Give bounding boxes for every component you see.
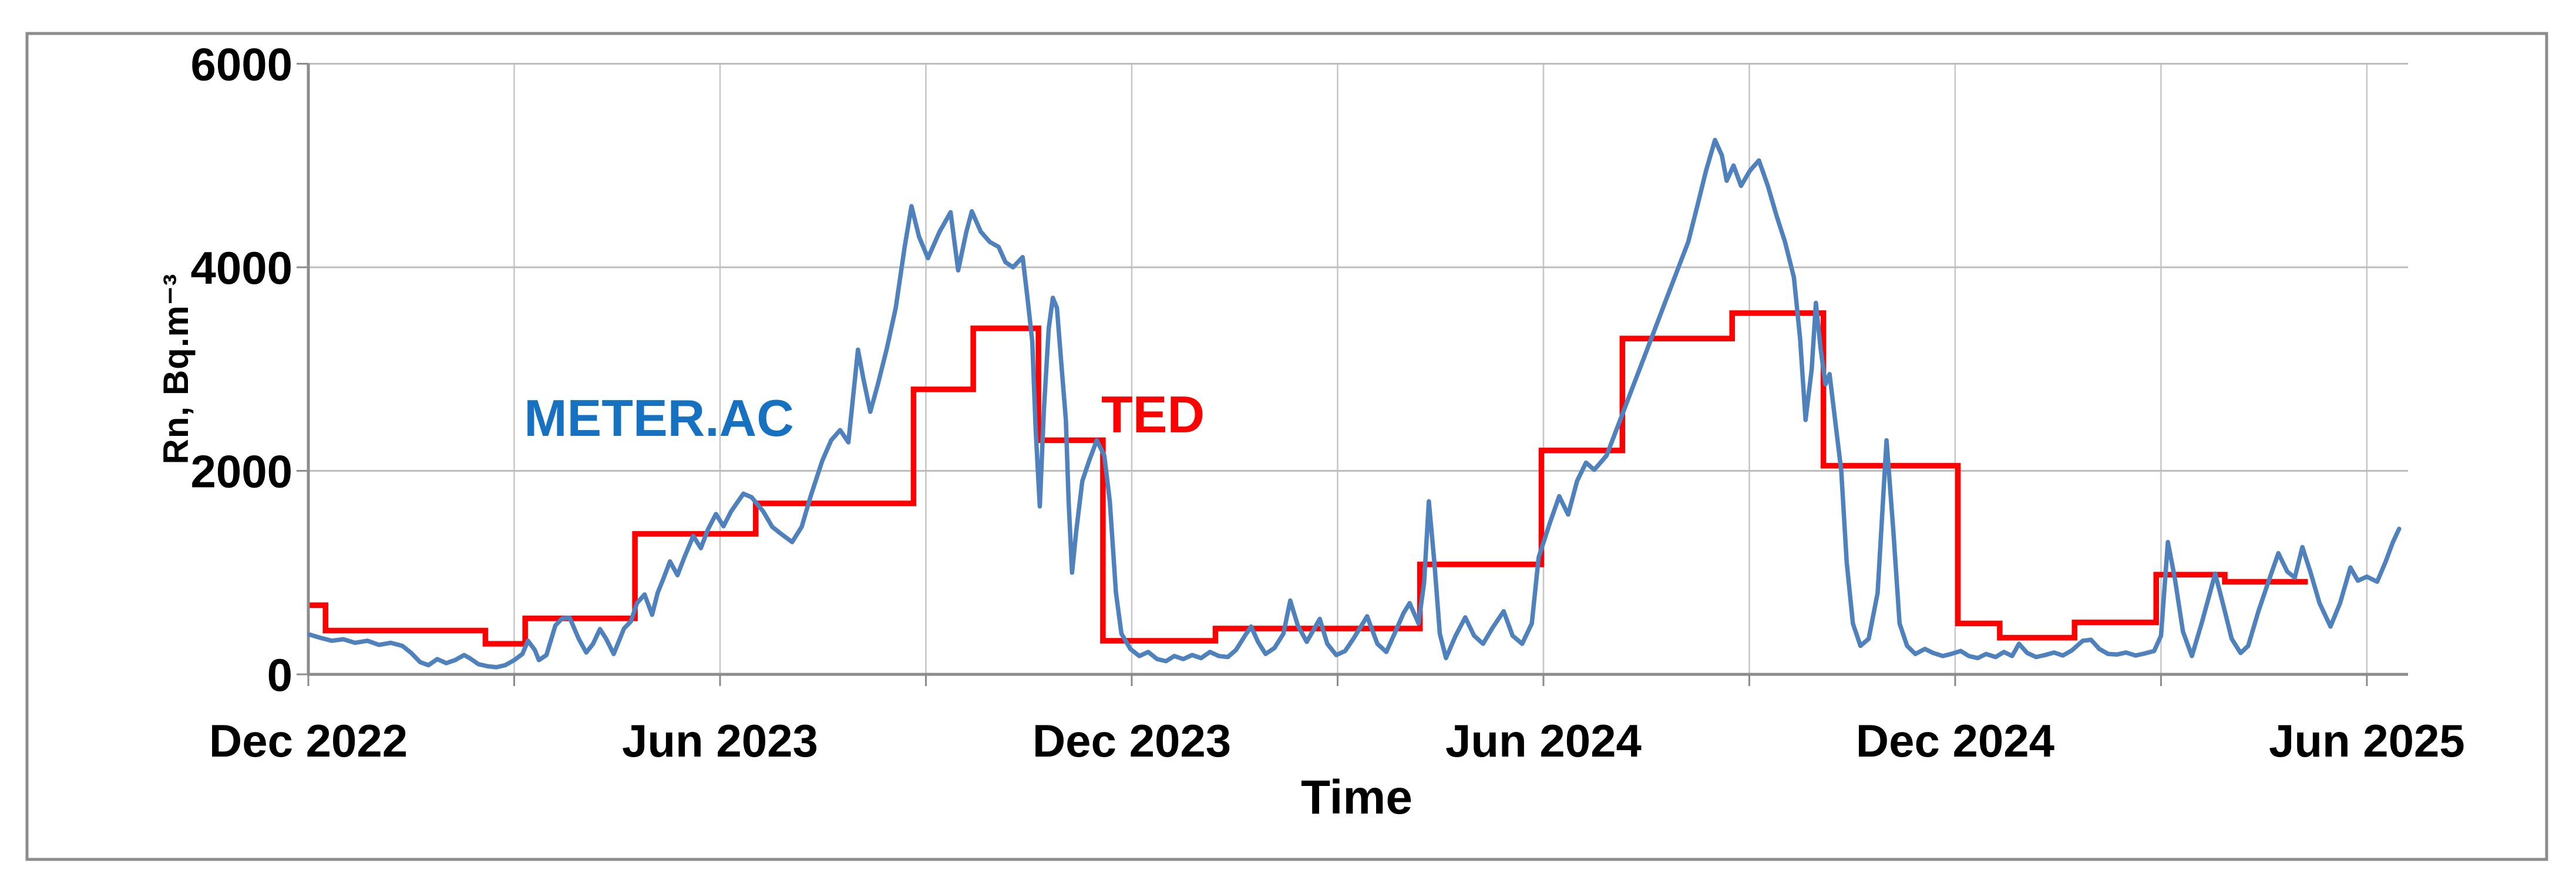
axis-ticks: Dec 2022 Jun 2023 Dec 2023 Jun 2024 Dec 2024… (190, 39, 2464, 767)
y-tick-label: 0 (267, 649, 292, 701)
y-tick-label: 4000 (190, 242, 292, 294)
gridlines (308, 63, 2408, 674)
figure-border (25, 32, 2548, 861)
series-ted-line (310, 310, 2308, 647)
y-tick-label: 2000 (190, 446, 292, 498)
x-axis-title: Time (1301, 771, 1413, 824)
y-tick-label: 6000 (190, 39, 292, 90)
x-tick-label: Jun 2023 (622, 715, 818, 767)
x-tick-label: Dec 2022 (209, 715, 408, 767)
x-tick-label: Jun 2025 (2269, 715, 2465, 767)
series-label-ted: TED (1101, 385, 1205, 444)
x-tick-label: Dec 2023 (1033, 715, 1231, 767)
x-tick-label: Dec 2024 (1856, 715, 2054, 767)
y-axis-title: Rn, Bq.m⁻³ (156, 273, 196, 465)
series-meter-ac-line (307, 137, 2402, 670)
x-tick-label: Jun 2024 (1445, 715, 1642, 767)
series-label-meter-ac: METER.AC (524, 389, 794, 447)
